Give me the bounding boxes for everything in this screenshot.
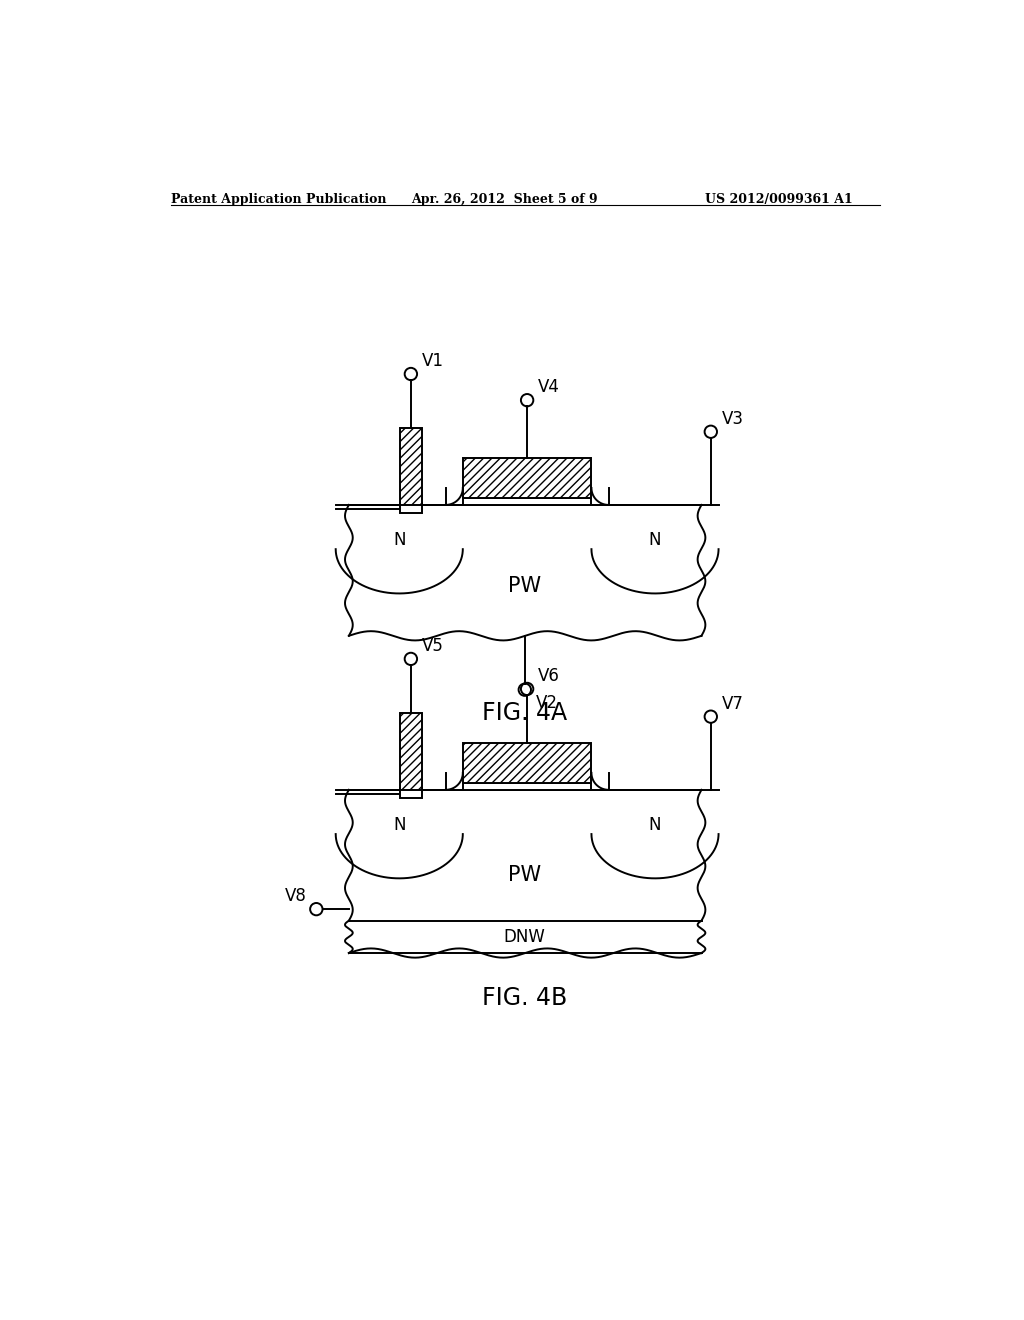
Text: V4: V4: [538, 379, 560, 396]
Text: V7: V7: [722, 694, 743, 713]
Bar: [463, 498, 592, 506]
Bar: [400, 788, 422, 797]
Bar: [400, 503, 422, 512]
Text: V1: V1: [422, 352, 443, 370]
Text: N: N: [393, 532, 406, 549]
Text: V8: V8: [285, 887, 307, 906]
Text: PW: PW: [508, 576, 542, 595]
Text: N: N: [393, 816, 406, 834]
Text: US 2012/0099361 A1: US 2012/0099361 A1: [706, 193, 853, 206]
Bar: [400, 713, 422, 789]
Bar: [400, 428, 422, 506]
Bar: [463, 458, 592, 498]
Text: DNW: DNW: [504, 928, 546, 946]
Bar: [463, 743, 592, 783]
Text: V3: V3: [722, 411, 743, 428]
Text: FIG. 4A: FIG. 4A: [482, 701, 567, 725]
Text: V2: V2: [536, 693, 558, 711]
Text: N: N: [649, 532, 662, 549]
Text: V6: V6: [538, 667, 560, 685]
Text: PW: PW: [508, 865, 542, 884]
Text: Patent Application Publication: Patent Application Publication: [171, 193, 386, 206]
Text: V5: V5: [422, 638, 443, 655]
Text: N: N: [649, 816, 662, 834]
Text: Apr. 26, 2012  Sheet 5 of 9: Apr. 26, 2012 Sheet 5 of 9: [411, 193, 597, 206]
Text: FIG. 4B: FIG. 4B: [482, 986, 567, 1010]
Bar: [463, 783, 592, 789]
